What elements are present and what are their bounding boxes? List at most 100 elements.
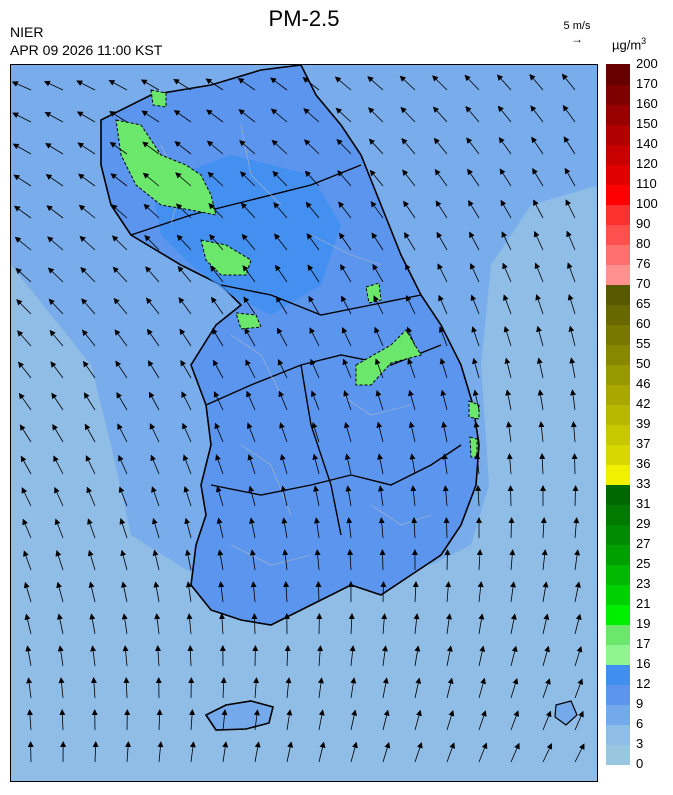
wind-arrow	[530, 105, 544, 123]
wind-arrow	[211, 328, 224, 347]
wind-arrow	[16, 299, 32, 315]
unit-exponent: 3	[641, 36, 647, 46]
colorbar-tick-label: 65	[636, 296, 651, 311]
wind-arrow	[84, 423, 96, 443]
wind-arrow	[119, 518, 128, 539]
pm25-map[interactable]	[10, 64, 598, 782]
colorbar-segment	[606, 104, 630, 125]
colorbar-segment	[606, 564, 630, 585]
colorbar-segment	[606, 544, 630, 565]
wind-arrow	[303, 139, 320, 155]
wind-arrow	[574, 549, 581, 571]
wind-arrow	[209, 234, 224, 251]
wind-arrow	[283, 581, 290, 603]
wind-arrow	[531, 136, 544, 155]
wind-arrow	[11, 81, 32, 91]
wind-arrow	[510, 742, 520, 763]
wind-arrow	[432, 75, 448, 91]
wind-arrow	[445, 581, 452, 603]
wind-arrow	[273, 202, 288, 219]
wind-arrow	[58, 677, 65, 699]
wind-arrow	[83, 392, 96, 411]
wind-arrow	[436, 231, 448, 251]
colorbar-segment	[606, 264, 630, 285]
wind-arrow	[379, 549, 386, 571]
wind-arrow	[350, 677, 357, 699]
hotspot-east-coast-2	[469, 436, 478, 458]
wind-arrow	[13, 174, 32, 187]
wind-arrow	[247, 453, 256, 475]
wind-arrow	[178, 297, 192, 315]
wind-arrow	[208, 202, 224, 219]
wind-arrow	[465, 106, 480, 123]
wind-arrow	[376, 421, 384, 443]
wind-arrow	[275, 296, 288, 315]
wind-arrow	[113, 297, 128, 315]
wind-arrow	[414, 709, 422, 731]
wind-arrow	[54, 518, 64, 539]
wind-arrow	[280, 485, 288, 507]
wind-arrow	[79, 235, 96, 251]
wind-arrow	[210, 265, 224, 283]
wind-arrow	[533, 199, 544, 219]
wind-arrow	[337, 170, 352, 187]
wind-arrow	[574, 645, 583, 667]
unit-base: µg/m	[612, 37, 642, 53]
wind-arrow	[370, 200, 384, 219]
wind-arrow	[87, 518, 96, 539]
wind-arrow	[21, 487, 32, 507]
wind-arrow	[350, 709, 358, 731]
wind-arrow	[56, 613, 64, 635]
wind-arrow	[81, 329, 96, 347]
wind-arrow	[472, 389, 480, 411]
wind-arrow	[185, 549, 192, 571]
wind-arrow	[308, 295, 320, 315]
wind-arrow	[152, 549, 160, 571]
wind-arrow	[45, 143, 64, 155]
wind-arrow	[215, 454, 224, 475]
wind-arrow	[345, 485, 352, 507]
colorbar-tick-label: 9	[636, 696, 644, 711]
wind-arrow	[440, 389, 448, 411]
wind-arrow	[284, 645, 291, 667]
wind-arrow	[509, 549, 516, 571]
wind-arrow	[475, 485, 482, 507]
colorbar-segment	[606, 284, 630, 305]
wind-arrow	[500, 199, 512, 219]
wind-arrow	[274, 233, 288, 251]
wind-arrow	[469, 262, 480, 283]
colorbar-tick-label: 29	[636, 516, 651, 531]
wind-arrow	[153, 581, 160, 603]
wind-arrow	[174, 141, 192, 155]
wind-arrow	[574, 710, 584, 731]
wind-arrow	[503, 294, 512, 315]
wind-arrow	[173, 78, 192, 91]
wind-arrow	[48, 298, 64, 315]
colorbar-tick-label: 100	[636, 196, 658, 211]
colorbar-tick-label: 150	[636, 116, 658, 131]
wind-arrow	[47, 236, 64, 251]
wind-arrow	[369, 169, 384, 187]
wind-arrow	[468, 200, 480, 219]
wind-arrow	[405, 263, 416, 283]
wind-arrow	[25, 645, 32, 667]
colorbar-tick-label: 140	[636, 136, 658, 151]
colorbar-tick-label: 42	[636, 396, 651, 411]
wind-arrow	[367, 76, 384, 91]
wind-arrow	[536, 357, 544, 379]
wind-arrow	[542, 710, 552, 731]
wind-arrow	[76, 80, 96, 91]
wind-arrow	[15, 267, 32, 283]
wind-arrow	[207, 171, 224, 187]
colorbar-segment	[606, 384, 630, 405]
wind-arrow	[80, 266, 96, 283]
wind-arrow	[503, 325, 512, 347]
wind-arrow	[574, 613, 582, 635]
wind-arrow	[120, 549, 128, 571]
colorbar-segment	[606, 584, 630, 605]
wind-arrow	[175, 172, 192, 187]
wind-arrow	[279, 453, 288, 475]
colorbar-segment	[606, 344, 630, 365]
wind-arrow	[59, 709, 66, 731]
wind-arrow	[12, 143, 32, 155]
